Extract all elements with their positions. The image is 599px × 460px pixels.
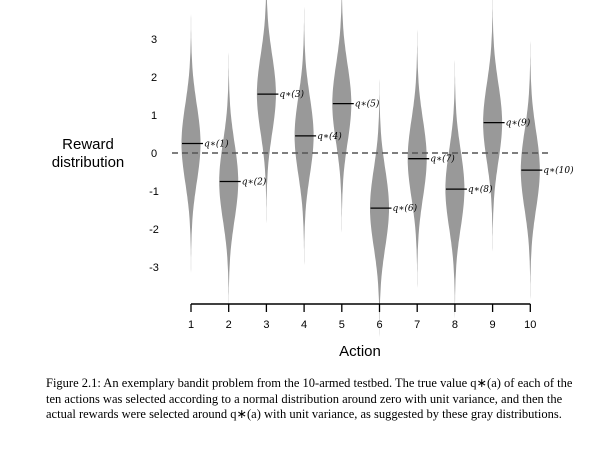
q-label-9: q∗(9) (506, 118, 531, 129)
q-label-1: q∗(1) (204, 139, 229, 150)
violin-action-4 (294, 0, 314, 288)
y-tick-label: 2 (151, 72, 157, 84)
x-tick-label: 2 (226, 319, 232, 331)
q-label-8: q∗(8) (468, 184, 493, 195)
q-label-2: q∗(2) (242, 177, 267, 188)
x-tick-label: 4 (301, 319, 307, 331)
y-tick-labels: -3 -2 -1 0 1 2 3 (149, 34, 159, 274)
violin-action-9 (483, 0, 503, 275)
violin-action-5 (332, 0, 352, 256)
y-tick-label: 0 (151, 148, 157, 160)
x-tick-label: 5 (339, 319, 345, 331)
violin-action-1 (181, 0, 201, 296)
q-label-4: q∗(4) (317, 131, 342, 142)
q-label-10: q∗(10) (543, 165, 574, 176)
x-axis-label: Action (339, 343, 381, 360)
x-tick-label: 9 (490, 319, 496, 331)
x-tick-label: 1 (188, 319, 194, 331)
violin-action-3 (256, 0, 276, 247)
q-label-3: q∗(3) (279, 89, 304, 100)
violins (181, 0, 540, 361)
y-tick-label: -3 (149, 262, 159, 274)
x-axis: 1 2 3 4 5 6 7 8 9 10 (188, 303, 536, 331)
q-label-6: q∗(6) (393, 203, 418, 214)
x-tick-label: 10 (524, 319, 536, 331)
x-tick-label: 8 (452, 319, 458, 331)
y-axis-label-line1: Reward (62, 136, 114, 153)
y-axis-label-line2: distribution (52, 154, 125, 171)
x-tick-label: 7 (414, 319, 420, 331)
y-tick-label: -2 (149, 224, 159, 236)
q-label-7: q∗(7) (430, 154, 455, 165)
figure-caption: Figure 2.1: An exemplary bandit problem … (46, 376, 573, 421)
y-tick-label: 3 (151, 34, 157, 46)
y-tick-label: -1 (149, 186, 159, 198)
y-tick-label: 1 (151, 110, 157, 122)
mean-markers: q∗(1) q∗(2) q∗(3) q∗(4) q∗(5) q∗(6) q∗(7) q∗(8)… (182, 89, 574, 214)
x-tick-label: 6 (376, 319, 382, 331)
x-tick-label: 3 (263, 319, 269, 331)
q-label-5: q∗(5) (355, 99, 380, 110)
